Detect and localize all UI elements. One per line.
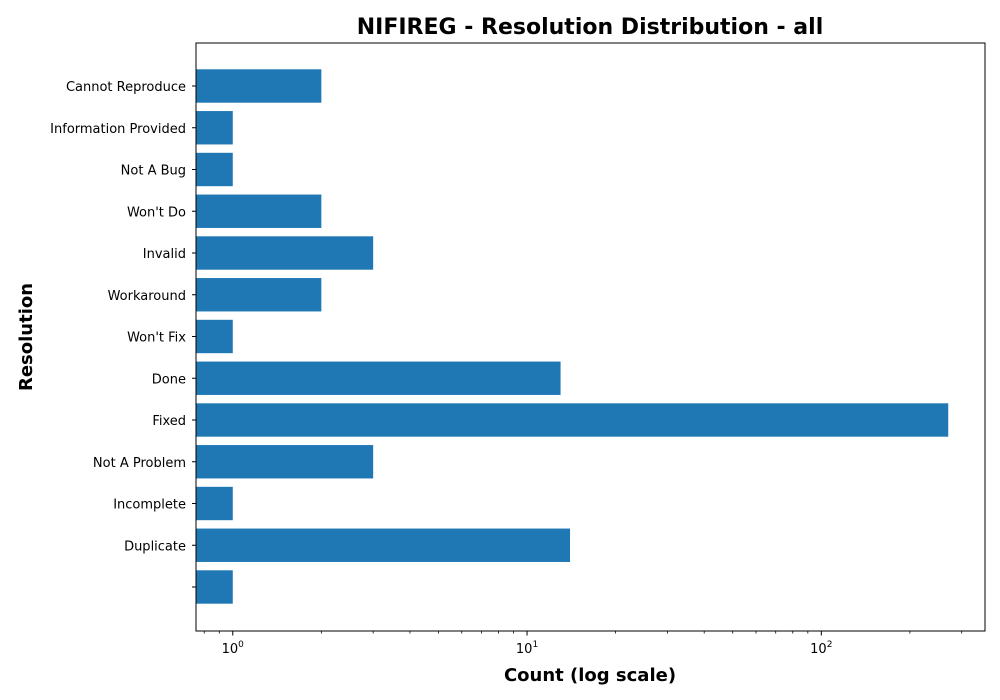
bar [196,486,233,521]
x-tick-label: 101 [516,640,538,657]
x-tick-label-exponent: 1 [532,640,538,650]
bar [196,403,949,437]
chart-title: NIFIREG - Resolution Distribution - all [357,15,823,40]
x-axis-ticks: 100 101 102 [203,631,963,657]
bar [196,361,561,395]
x-tick-label-exponent: 2 [827,640,833,650]
x-tick-label-exponent: 0 [238,640,244,650]
y-tick-label: Invalid [143,247,186,262]
x-tick-label: 100 [222,640,245,657]
bar [196,445,374,479]
bar [196,152,233,187]
bar [196,319,233,354]
y-tick-label: Duplicate [124,539,186,554]
y-tick-label: Won't Fix [127,331,186,346]
x-axis-label: Count (log scale) [504,665,676,686]
y-tick-label: Information Provided [50,122,186,137]
x-tick-label: 102 [810,640,832,657]
x-tick-label-base: 10 [222,642,239,657]
x-tick-label-base: 10 [516,642,533,657]
y-tick-label: Workaround [108,289,186,304]
bar-group [196,69,949,604]
bar [196,570,233,604]
plot-frame [195,42,986,632]
bar [196,236,374,270]
x-tick-label-base: 10 [810,642,827,657]
y-tick-label: Cannot Reproduce [66,80,186,95]
bar [196,194,322,228]
y-tick-label: Not A Bug [121,164,186,179]
y-tick-label: Incomplete [113,498,186,513]
y-tick-label: Not A Problem [93,456,186,471]
y-axis-label: Resolution [16,283,37,391]
bar [196,69,322,103]
y-axis-ticks: Cannot Reproduce Information Provided Not … [50,80,196,588]
y-tick-label: Won't Do [127,205,186,220]
bar [196,278,322,312]
y-tick-label: Done [152,372,186,387]
y-tick-label: Fixed [152,414,186,429]
bar [196,111,233,145]
bar [196,528,571,562]
